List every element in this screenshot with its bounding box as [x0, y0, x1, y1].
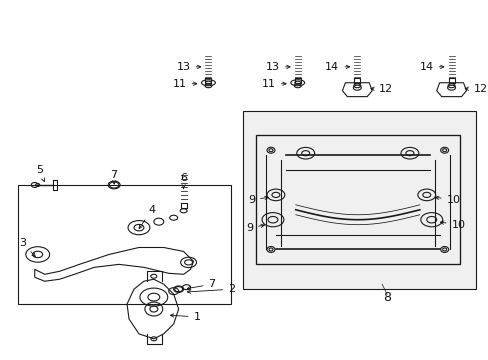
Text: 7: 7 — [187, 279, 215, 289]
Text: 5: 5 — [36, 165, 44, 181]
Text: 12: 12 — [464, 84, 487, 94]
Text: 7: 7 — [110, 170, 118, 184]
Text: 10: 10 — [440, 220, 465, 230]
Text: 3: 3 — [20, 238, 35, 257]
Text: 11: 11 — [172, 79, 196, 89]
Text: 13: 13 — [265, 62, 289, 72]
Text: 10: 10 — [434, 195, 460, 205]
Text: 1: 1 — [170, 312, 200, 322]
Text: 11: 11 — [262, 79, 285, 89]
Text: 12: 12 — [370, 84, 392, 94]
Text: 2: 2 — [187, 284, 235, 294]
Text: 14: 14 — [325, 62, 349, 72]
Text: 4: 4 — [139, 205, 155, 229]
Text: 14: 14 — [419, 62, 443, 72]
Text: 9: 9 — [245, 222, 264, 233]
Text: 6: 6 — [180, 173, 187, 189]
Text: 9: 9 — [247, 195, 268, 205]
Text: 8: 8 — [382, 291, 390, 303]
Text: 13: 13 — [176, 62, 201, 72]
FancyBboxPatch shape — [243, 111, 475, 289]
